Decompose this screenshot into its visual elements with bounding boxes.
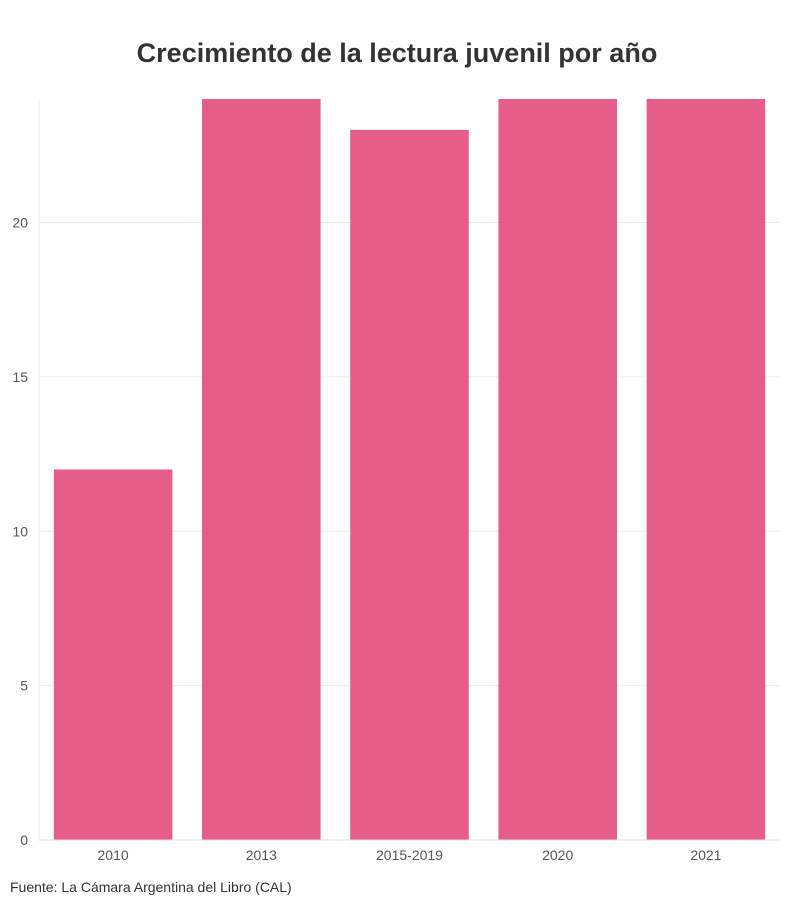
bar-2021[interactable]	[646, 99, 766, 840]
y-tick-label: 15	[12, 369, 28, 385]
y-tick-label: 0	[20, 832, 28, 848]
x-tick-label: 2010	[98, 847, 129, 863]
x-tick-label: 2021	[690, 847, 721, 863]
x-tick-labels: 2010 2013 2015-2019 2020 2021	[98, 847, 722, 863]
bar-2015-2019[interactable]	[350, 129, 469, 840]
chart-title: Crecimiento de la lectura juvenil por añ…	[136, 38, 658, 68]
bars	[53, 99, 766, 841]
y-tick-label: 20	[12, 215, 28, 231]
y-tick-label: 10	[12, 523, 28, 539]
y-tick-label: 5	[20, 678, 28, 694]
source-note: Fuente: La Cámara Argentina del Libro (C…	[10, 879, 292, 895]
axes	[38, 99, 780, 841]
bar-2013[interactable]	[202, 99, 321, 840]
x-tick-label: 2015-2019	[376, 847, 443, 863]
x-tick-label: 2013	[246, 847, 277, 863]
bar-2020[interactable]	[498, 99, 617, 840]
bar-2010[interactable]	[53, 469, 173, 841]
x-tick-label: 2020	[542, 847, 573, 863]
y-tick-labels: 0 5 10 15 20	[12, 215, 28, 849]
